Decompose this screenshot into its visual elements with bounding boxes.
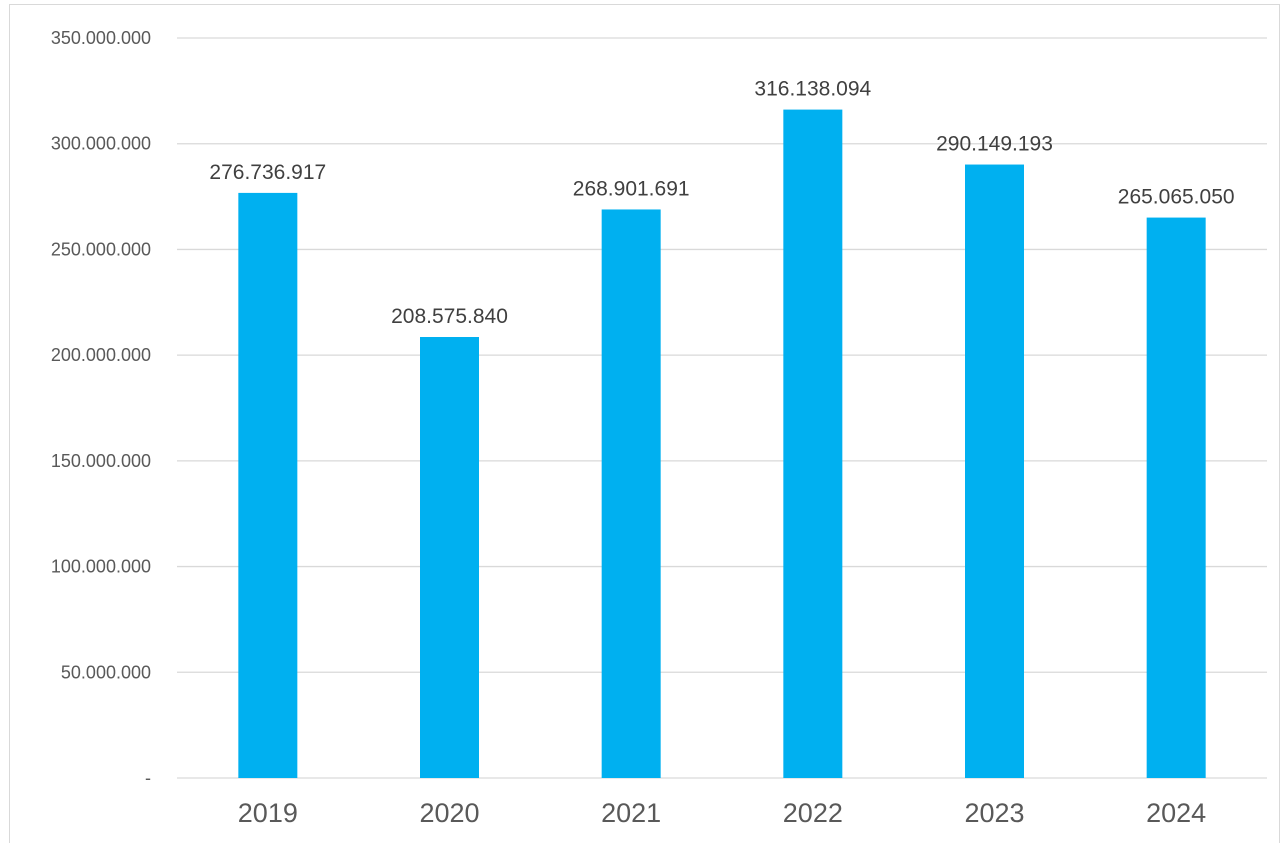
y-tick-label: 50.000.000 xyxy=(61,662,151,682)
data-label-2019: 276.736.917 xyxy=(209,161,326,184)
bar-2022 xyxy=(783,109,843,778)
chart-frame: - 50.000.000 100.000.000 150.000.000 200.000… xyxy=(9,4,1280,843)
y-tick-label: 250.000.000 xyxy=(51,239,151,259)
bar-chart: - 50.000.000 100.000.000 150.000.000 200.000… xyxy=(51,28,1267,828)
x-tick-label-2020: 2020 xyxy=(419,798,479,828)
bar-2020 xyxy=(420,337,479,778)
x-tick-label-2024: 2024 xyxy=(1146,798,1206,828)
data-label-2023: 290.149.193 xyxy=(936,133,1053,156)
data-label-2020: 208.575.840 xyxy=(391,305,508,328)
bar-2023 xyxy=(965,164,1024,779)
x-tick-label-2023: 2023 xyxy=(964,798,1024,828)
y-tick-label: 350.000.000 xyxy=(51,28,151,48)
bars xyxy=(238,109,1206,779)
x-tick-label-2022: 2022 xyxy=(783,798,843,828)
x-axis-ticks: 2019 2020 2021 2022 2023 2024 xyxy=(238,798,1206,828)
y-tick-label: 100.000.000 xyxy=(51,557,151,577)
x-tick-label-2019: 2019 xyxy=(238,798,298,828)
data-label-2021: 268.901.691 xyxy=(573,177,690,200)
y-tick-label: 200.000.000 xyxy=(51,345,151,365)
x-tick-label-2021: 2021 xyxy=(601,798,661,828)
data-labels: 276.736.917 208.575.840 268.901.691 316.138… xyxy=(209,78,1234,328)
bar-2021 xyxy=(601,209,661,779)
bar-2024 xyxy=(1146,217,1206,778)
y-tick-label: 150.000.000 xyxy=(51,451,151,471)
data-label-2022: 316.138.094 xyxy=(754,78,871,101)
y-tick-label: - xyxy=(145,768,151,788)
y-tick-label: 300.000.000 xyxy=(51,134,151,154)
data-label-2024: 265.065.050 xyxy=(1118,186,1235,209)
y-axis-ticks: - 50.000.000 100.000.000 150.000.000 200.000… xyxy=(51,28,151,788)
bar-2019 xyxy=(238,192,298,778)
gridlines xyxy=(177,37,1267,779)
